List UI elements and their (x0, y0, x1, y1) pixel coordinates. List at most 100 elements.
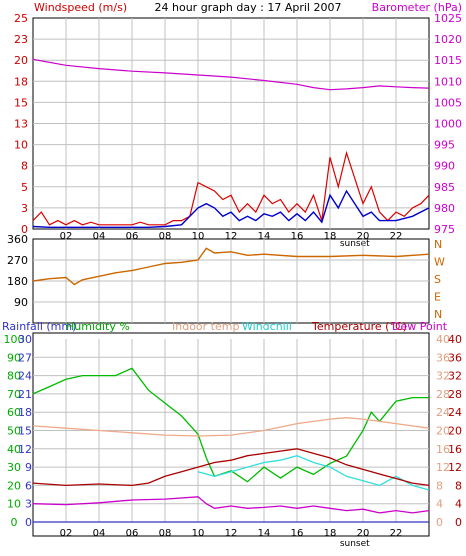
indoor-y-tick-label: 4 (436, 498, 443, 511)
rainfall-y-tick-label: 9 (25, 461, 32, 474)
humidity-y-tick-label: 80 (7, 370, 21, 383)
x-tick-label: 20 (357, 528, 370, 539)
x-tick-label: 08 (159, 231, 172, 242)
humidity-y-tick-label: 30 (7, 461, 21, 474)
x-tick-label: 20 (357, 231, 370, 242)
wind-y-tick-label: 5 (21, 181, 28, 194)
compass-tick-label: N (434, 308, 442, 321)
dewpoint-legend-label: Dew Point (392, 320, 448, 333)
humidity-y-tick-label: 90 (7, 351, 21, 364)
barometer-axis-title: Barometer (hPa) (372, 1, 462, 14)
rainfall-y-tick-label: 6 (25, 479, 32, 492)
wind_gust-series-line (32, 150, 430, 226)
humidity-y-tick-label: 100 (4, 333, 25, 346)
humidity-y-tick-label: 10 (7, 498, 21, 511)
x-tick-label: 06 (126, 528, 139, 539)
temperature-y-tick-label: 8 (455, 479, 462, 492)
x-tick-label: 02 (60, 528, 73, 539)
windchill-series-line (197, 455, 430, 491)
temperature-series-line (32, 448, 430, 487)
x-tick-label: 18 (324, 231, 337, 242)
rainfall-y-tick-label: 21 (18, 388, 32, 401)
baro-y-tick-label: 975 (434, 223, 455, 236)
rainfall-y-tick-label: 24 (18, 370, 32, 383)
x-tick-label: 22 (390, 231, 403, 242)
x-tick-label: 14 (258, 231, 271, 242)
x-tick-label: 12 (225, 231, 238, 242)
rainfall-y-tick-label: 0 (25, 516, 32, 529)
wind-y-tick-label: 18 (14, 75, 28, 88)
x-tick-label: 10 (192, 231, 205, 242)
indoor-y-tick-label: 16 (436, 443, 450, 456)
wind-y-tick-label: 3 (21, 202, 28, 215)
baro-y-tick-label: 980 (434, 202, 455, 215)
indoor-legend-label: Indoor temp (172, 320, 239, 333)
temperature-legend-label: Temperature (°C) (311, 320, 407, 333)
direction-y-tick-label: 360 (7, 233, 28, 246)
temperature-y-tick-label: 4 (455, 498, 462, 511)
wind-y-tick-label: 25 (14, 12, 28, 25)
baro-y-tick-label: 1010 (434, 75, 462, 88)
baro-y-tick-label: 1000 (434, 118, 462, 131)
indoor-y-tick-label: 20 (436, 425, 450, 438)
rainfall-y-tick-label: 18 (18, 406, 32, 419)
humidity-y-tick-label: 40 (7, 443, 21, 456)
humidity-y-tick-label: 60 (7, 406, 21, 419)
x-tick-label: 18 (324, 528, 337, 539)
x-tick-label: 10 (192, 528, 205, 539)
compass-tick-label: S (434, 273, 441, 286)
direction-series-line (32, 247, 430, 286)
temperature-y-tick-label: 12 (448, 461, 462, 474)
windchill-legend-label: Windchill (242, 320, 292, 333)
x-tick-label: 04 (93, 231, 106, 242)
indoor-y-tick-label: 0 (436, 516, 443, 529)
sunset-marker-label: sunset (340, 539, 370, 549)
indoor-y-tick-label: 12 (436, 461, 450, 474)
x-tick-label: 08 (159, 528, 172, 539)
x-tick-label: 16 (291, 231, 304, 242)
indoor-y-tick-label: 36 (436, 351, 450, 364)
indoor-y-tick-label: 40 (436, 333, 450, 346)
direction-y-tick-label: 90 (14, 296, 28, 309)
temperature-y-tick-label: 0 (455, 516, 462, 529)
indoor-y-tick-label: 28 (436, 388, 450, 401)
temperature-y-tick-label: 28 (448, 388, 462, 401)
x-tick-label: 06 (126, 231, 139, 242)
rainfall-y-tick-label: 3 (25, 498, 32, 511)
temperature-panel-frame (32, 332, 430, 537)
wind-y-tick-label: 8 (21, 160, 28, 173)
wind-y-tick-label: 15 (14, 96, 28, 109)
compass-tick-label: N (434, 238, 442, 251)
graph-title: 24 hour graph day : 17 April 2007 (155, 1, 342, 14)
rainfall-y-tick-label: 27 (18, 351, 32, 364)
x-tick-label: 12 (225, 528, 238, 539)
baro-y-tick-label: 985 (434, 181, 455, 194)
compass-tick-label: E (434, 291, 441, 304)
indoor-y-tick-label: 32 (436, 370, 450, 383)
rainfall-legend-label: Rainfall (mm) (2, 320, 76, 333)
wind-y-tick-label: 0 (21, 223, 28, 236)
dewpoint-series-line (32, 496, 430, 514)
direction-y-tick-label: 270 (7, 254, 28, 267)
rainfall-y-tick-label: 30 (18, 333, 32, 346)
temperature-y-tick-label: 20 (448, 425, 462, 438)
baro-y-tick-label: 1015 (434, 54, 462, 67)
wind_avg-series-line (32, 189, 430, 229)
wind-y-tick-label: 23 (14, 33, 28, 46)
baro-y-tick-label: 990 (434, 160, 455, 173)
baro-y-tick-label: 1005 (434, 96, 462, 109)
temperature-y-tick-label: 40 (448, 333, 462, 346)
humidity-legend-label: Humidity % (66, 320, 130, 333)
barometer-series-line (32, 58, 430, 91)
indoor-series-line (32, 417, 430, 437)
sunset-marker-label: sunset (340, 239, 370, 249)
temperature-y-tick-label: 16 (448, 443, 462, 456)
wind-y-tick-label: 10 (14, 139, 28, 152)
humidity-y-tick-label: 20 (7, 479, 21, 492)
x-tick-label: 16 (291, 528, 304, 539)
humidity-y-tick-label: 70 (7, 388, 21, 401)
temperature-y-tick-label: 36 (448, 351, 462, 364)
x-tick-label: 02 (60, 231, 73, 242)
baro-y-tick-label: 1025 (434, 12, 462, 25)
